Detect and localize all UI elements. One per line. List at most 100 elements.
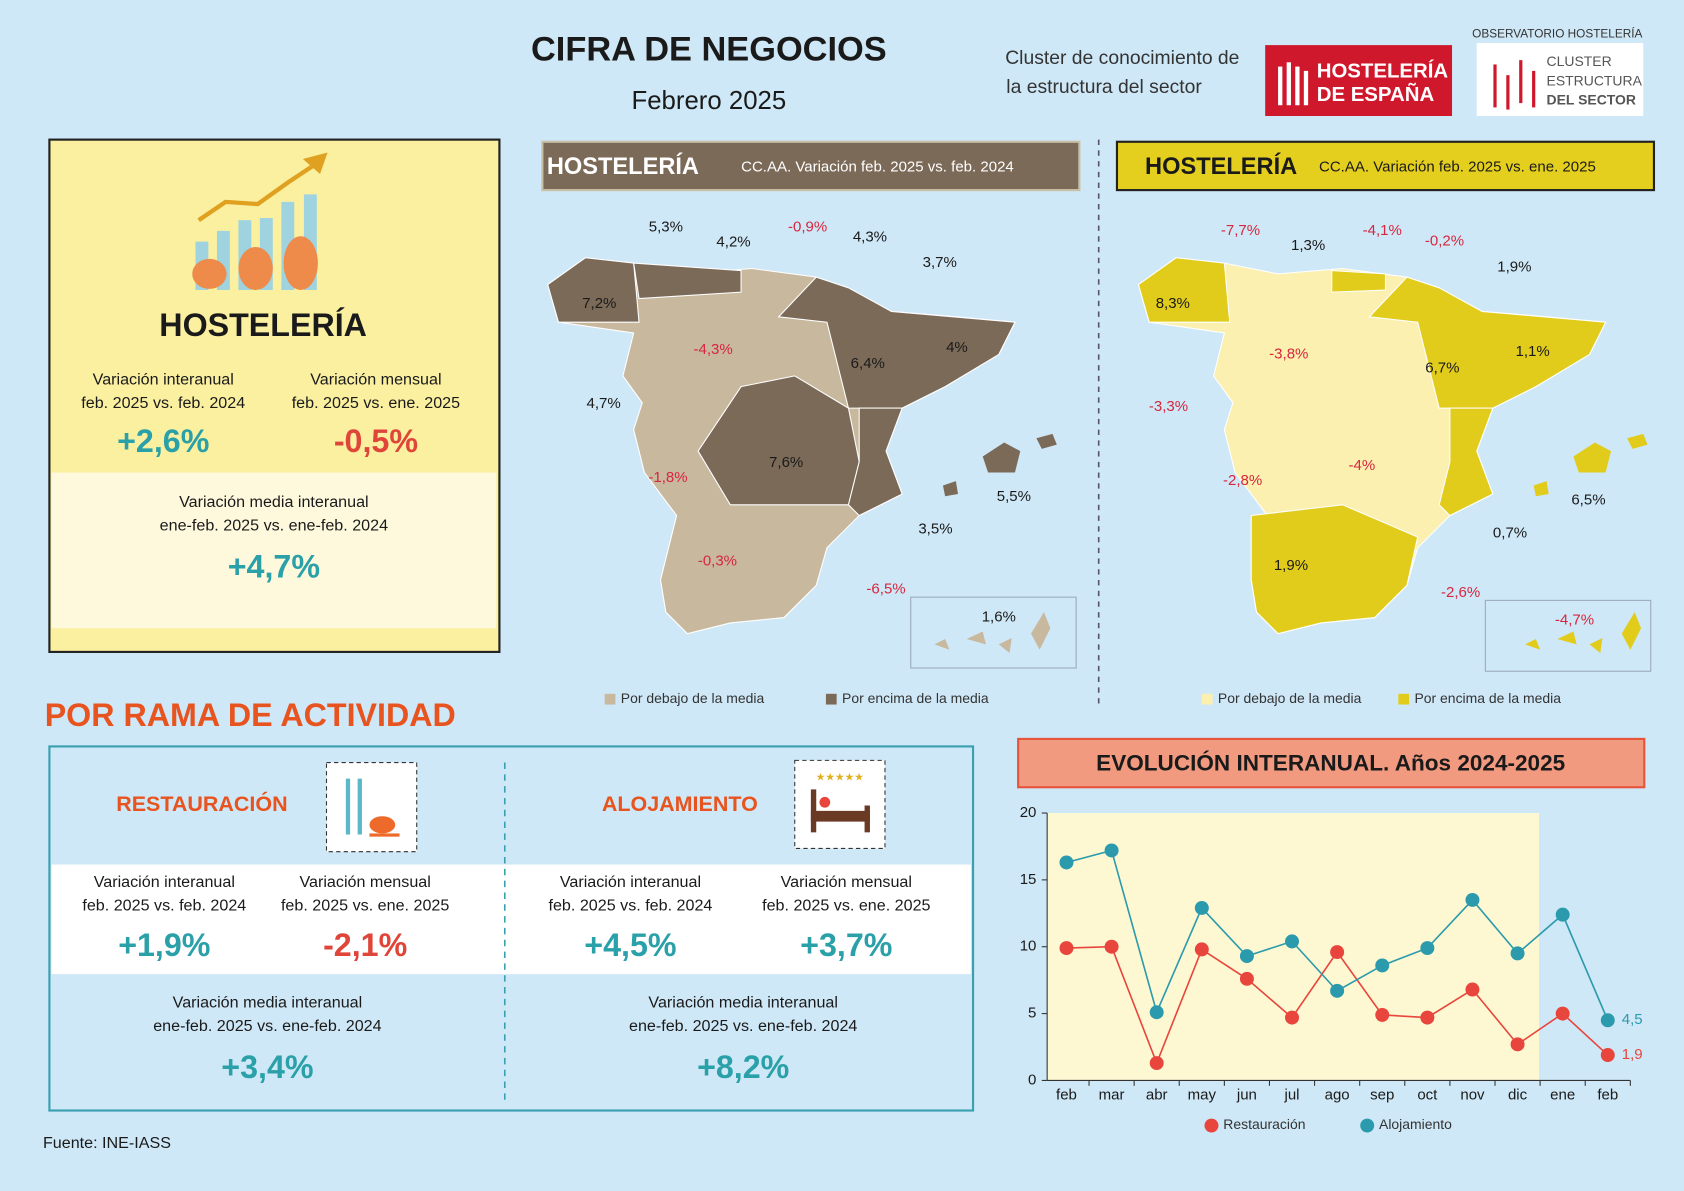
data-point [1149, 1056, 1164, 1071]
monthly-label: feb. 2025 vs. ene. 2025 [762, 897, 930, 915]
monthly-label: feb. 2025 vs. ene. 2025 [292, 394, 460, 412]
region-label: -6,5% [866, 581, 905, 598]
region-label: -4% [1348, 457, 1375, 474]
data-point [1285, 934, 1300, 949]
region-label: 3,5% [918, 520, 952, 537]
data-point [1420, 1010, 1435, 1025]
region-label: -0,3% [698, 553, 737, 570]
data-label: 1,9 [1622, 1046, 1643, 1063]
map-header [1115, 140, 1656, 192]
region-label: -3,8% [1269, 345, 1308, 362]
monthly-label: Variación mensual [781, 873, 912, 891]
cluster-text: la estructura del sector [1006, 77, 1202, 98]
data-point [1375, 958, 1390, 973]
data-point [1600, 1048, 1615, 1063]
map-subtitle: CC.AA. Variación feb. 2025 vs. feb. 2024 [741, 159, 1014, 176]
average-value: +4,7% [228, 549, 320, 585]
region-label: -2,6% [1441, 584, 1480, 601]
region-label: 1,1% [1515, 343, 1549, 360]
island [982, 442, 1021, 473]
data-point [1555, 907, 1570, 922]
region-label: -4,1% [1363, 222, 1402, 239]
island [942, 481, 959, 497]
y-tick-label: 20 [1020, 804, 1037, 821]
interannual-value: +1,9% [118, 927, 210, 963]
x-tick-label: oct [1417, 1086, 1438, 1103]
region [633, 262, 742, 300]
monthly-label: Variación mensual [310, 370, 441, 388]
data-point [1330, 945, 1345, 960]
region-label: 7,6% [769, 454, 803, 471]
region-label: 1,3% [1291, 237, 1325, 254]
region-label: 3,7% [923, 254, 957, 271]
chart-title: EVOLUCIÓN INTERANUAL. Años 2024-2025 [1096, 751, 1565, 776]
chart-header [1017, 737, 1646, 789]
summary-title: HOSTELERÍA [159, 307, 367, 343]
region-label: 5,5% [997, 488, 1031, 505]
data-point [1465, 892, 1480, 907]
source: Fuente: INE-IASS [43, 1134, 171, 1152]
stars: ★★★★★ [816, 771, 864, 783]
map-header [541, 140, 1081, 192]
region-label: -3,3% [1149, 398, 1188, 415]
logo-text: CLUSTER [1547, 53, 1612, 69]
x-tick-label: nov [1460, 1086, 1485, 1103]
data-point [1375, 1007, 1390, 1022]
hotel-icon: ★★★★★ [794, 759, 886, 849]
region [547, 257, 640, 323]
legend-swatch [1398, 693, 1410, 705]
region-label: 1,9% [1274, 557, 1308, 574]
interannual-label: feb. 2025 vs. feb. 2024 [82, 897, 246, 915]
island [1036, 433, 1057, 449]
restaurant-icon [325, 762, 418, 853]
island [1627, 433, 1648, 449]
monthly-value: -2,1% [323, 927, 407, 963]
interannual-label: Variación interanual [93, 370, 234, 388]
legend-swatch [1201, 693, 1213, 705]
region-label: 4% [946, 339, 968, 356]
island [1557, 631, 1577, 645]
region-label: -0,9% [788, 219, 827, 236]
map-title: HOSTELERÍA [1145, 152, 1297, 180]
legend-marker [1204, 1118, 1219, 1133]
region-label: 4,2% [716, 234, 750, 251]
legend-marker [1360, 1118, 1375, 1133]
title: CIFRA DE NEGOCIOS [531, 31, 887, 69]
branch-name: ALOJAMIENTO [602, 792, 758, 816]
legend-swatch [825, 693, 837, 705]
region-label: -2,8% [1223, 472, 1262, 489]
data-point [1239, 949, 1254, 964]
island [966, 631, 986, 645]
island [998, 637, 1012, 653]
average-label: Variación media interanual [179, 493, 369, 511]
legend-label: Por encima de la media [1414, 690, 1561, 706]
logo-text: ESTRUCTURA [1547, 72, 1643, 88]
logo-observatorio [1476, 42, 1644, 116]
data-point [1194, 900, 1209, 915]
summary-band [51, 472, 497, 629]
region-label: -4,3% [694, 341, 733, 358]
data-point [1285, 1010, 1300, 1025]
island [1533, 481, 1549, 497]
island [1573, 442, 1611, 473]
map-subtitle: CC.AA. Variación feb. 2025 vs. ene. 2025 [1319, 159, 1596, 176]
branch-name: RESTAURACIÓN [116, 791, 287, 816]
legend-swatch [604, 693, 616, 705]
region [697, 375, 860, 506]
branch-band [51, 864, 971, 975]
data-label: 4,5 [1622, 1011, 1643, 1028]
region [1331, 270, 1386, 293]
canarias-inset [1484, 599, 1652, 672]
region-label: -0,2% [1425, 233, 1464, 250]
region [1368, 276, 1607, 409]
average-label: Variación media interanual [173, 993, 363, 1011]
region-label: 4,7% [586, 395, 620, 412]
region-label: -7,7% [1221, 222, 1260, 239]
region-label: 4,3% [853, 228, 887, 245]
data-point [1600, 1013, 1615, 1028]
legend-label: Por encima de la media [842, 690, 989, 706]
region [1137, 257, 1231, 323]
island [1031, 612, 1051, 650]
x-tick-label: feb [1597, 1086, 1618, 1103]
